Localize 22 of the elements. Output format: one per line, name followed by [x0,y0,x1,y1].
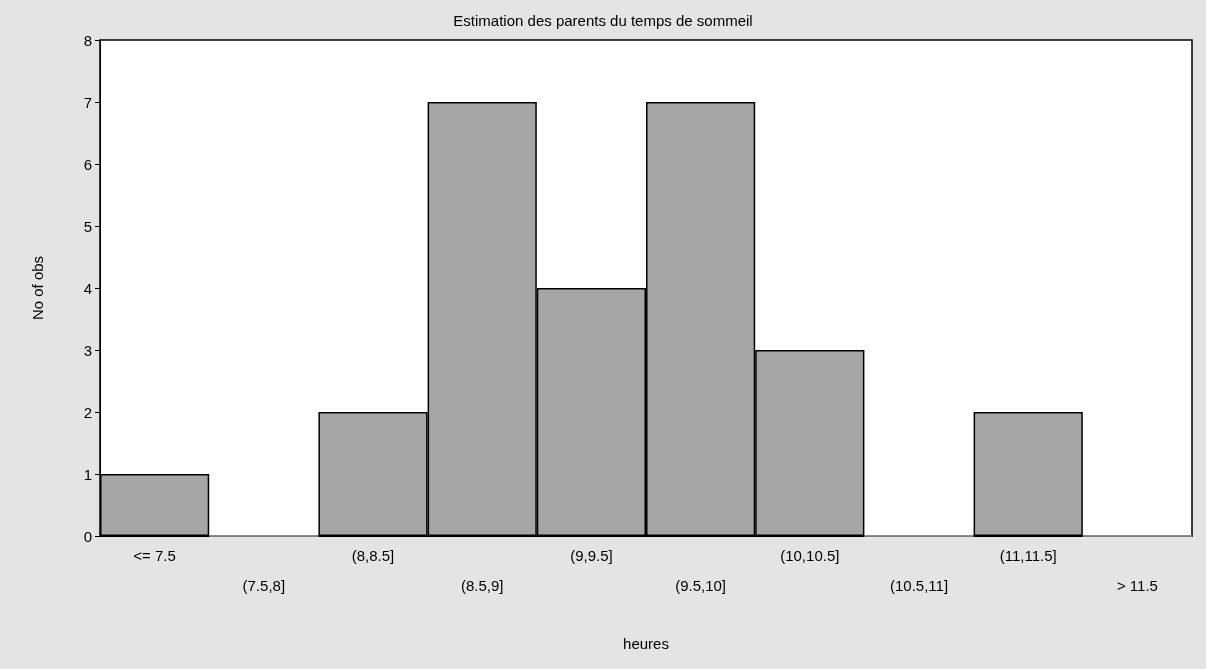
y-tick-label: 0 [83,527,92,545]
y-tick-label: 6 [83,155,92,173]
chart-title: Estimation des parents du temps de sommeil [453,12,753,29]
y-tick-label: 3 [83,341,92,359]
y-tick-label: 2 [83,403,92,421]
y-tick-label: 1 [83,465,92,483]
x-tick-label: (8.5,9] [460,577,504,594]
x-tick-label: (10,10.5] [780,547,840,564]
y-axis-title: No of obs [29,255,46,321]
x-tick-label: (8,8.5] [351,547,395,564]
x-tick-label: (11,11.5] [999,547,1057,564]
y-tick-label: 7 [83,93,92,111]
y-tick-label: 5 [83,217,92,235]
x-tick-label: (10.5,11] [889,577,949,594]
y-tick-label: 8 [83,31,92,49]
x-tick-label: <= 7.5 [133,547,176,564]
x-tick-label: (9.5,10] [675,577,727,594]
x-axis-title: heures [623,635,669,652]
x-tick-label: (7.5,8] [242,577,286,594]
y-tick-label: 4 [83,279,92,297]
x-tick-label: > 11.5 [1116,577,1158,594]
x-tick-label: (9,9.5] [570,547,613,564]
